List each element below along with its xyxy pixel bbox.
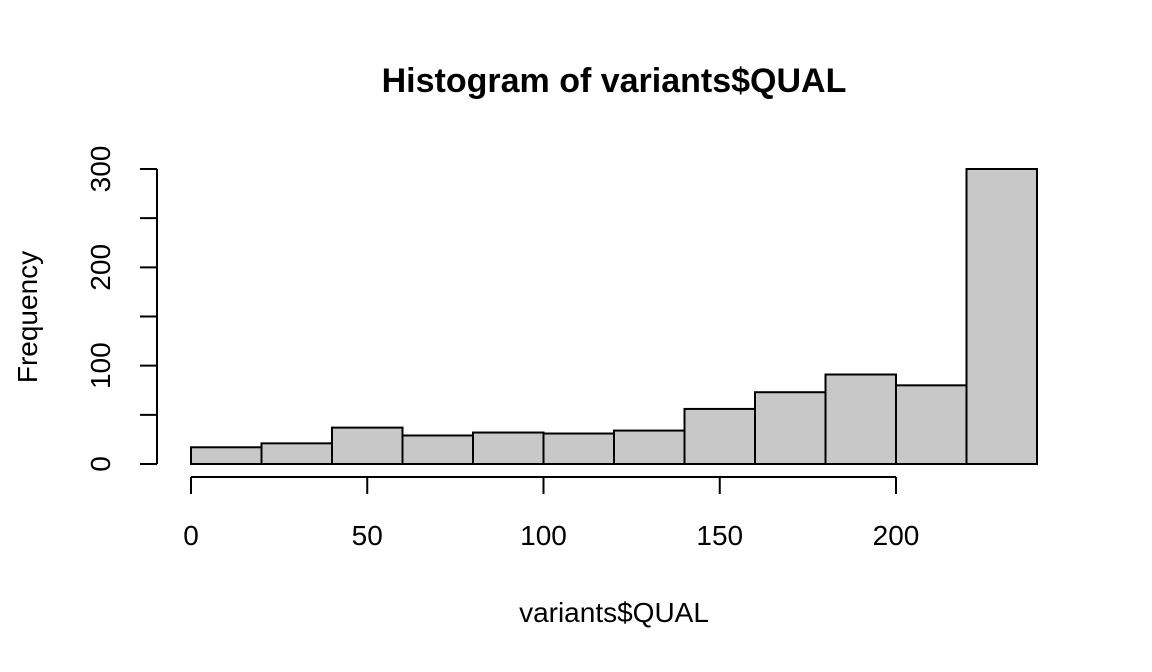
histogram-bar [401,434,474,466]
y-tick-label: 0 [85,456,116,472]
histogram-bar [683,407,756,465]
y-tick-label: 200 [85,244,116,291]
x-tick-label: 50 [352,520,383,551]
histogram-bar [260,442,333,466]
y-axis-label: Frequency [12,251,43,383]
histogram-bar [613,429,686,466]
histogram-bar [542,432,615,465]
x-axis-label: variants$QUAL [519,597,709,628]
histogram-bar [190,446,263,465]
histogram-bar [965,168,1038,465]
histogram-bar [895,384,968,466]
histogram-bar [824,373,897,465]
bars-layer [190,168,1038,466]
x-tick-label: 200 [873,520,920,551]
x-tick-label: 150 [696,520,743,551]
x-tick-label: 0 [183,520,199,551]
y-tick-label: 100 [85,342,116,389]
x-tick-label: 100 [520,520,567,551]
histogram-bar [472,431,545,465]
chart-title: Histogram of variants$QUAL [382,62,847,100]
y-axis: 0 100 200 300 [85,146,158,472]
histogram-bar [754,391,827,466]
histogram-bar [331,426,404,466]
y-tick-label: 300 [85,146,116,193]
x-axis: 0 50 100 150 200 [183,476,920,551]
